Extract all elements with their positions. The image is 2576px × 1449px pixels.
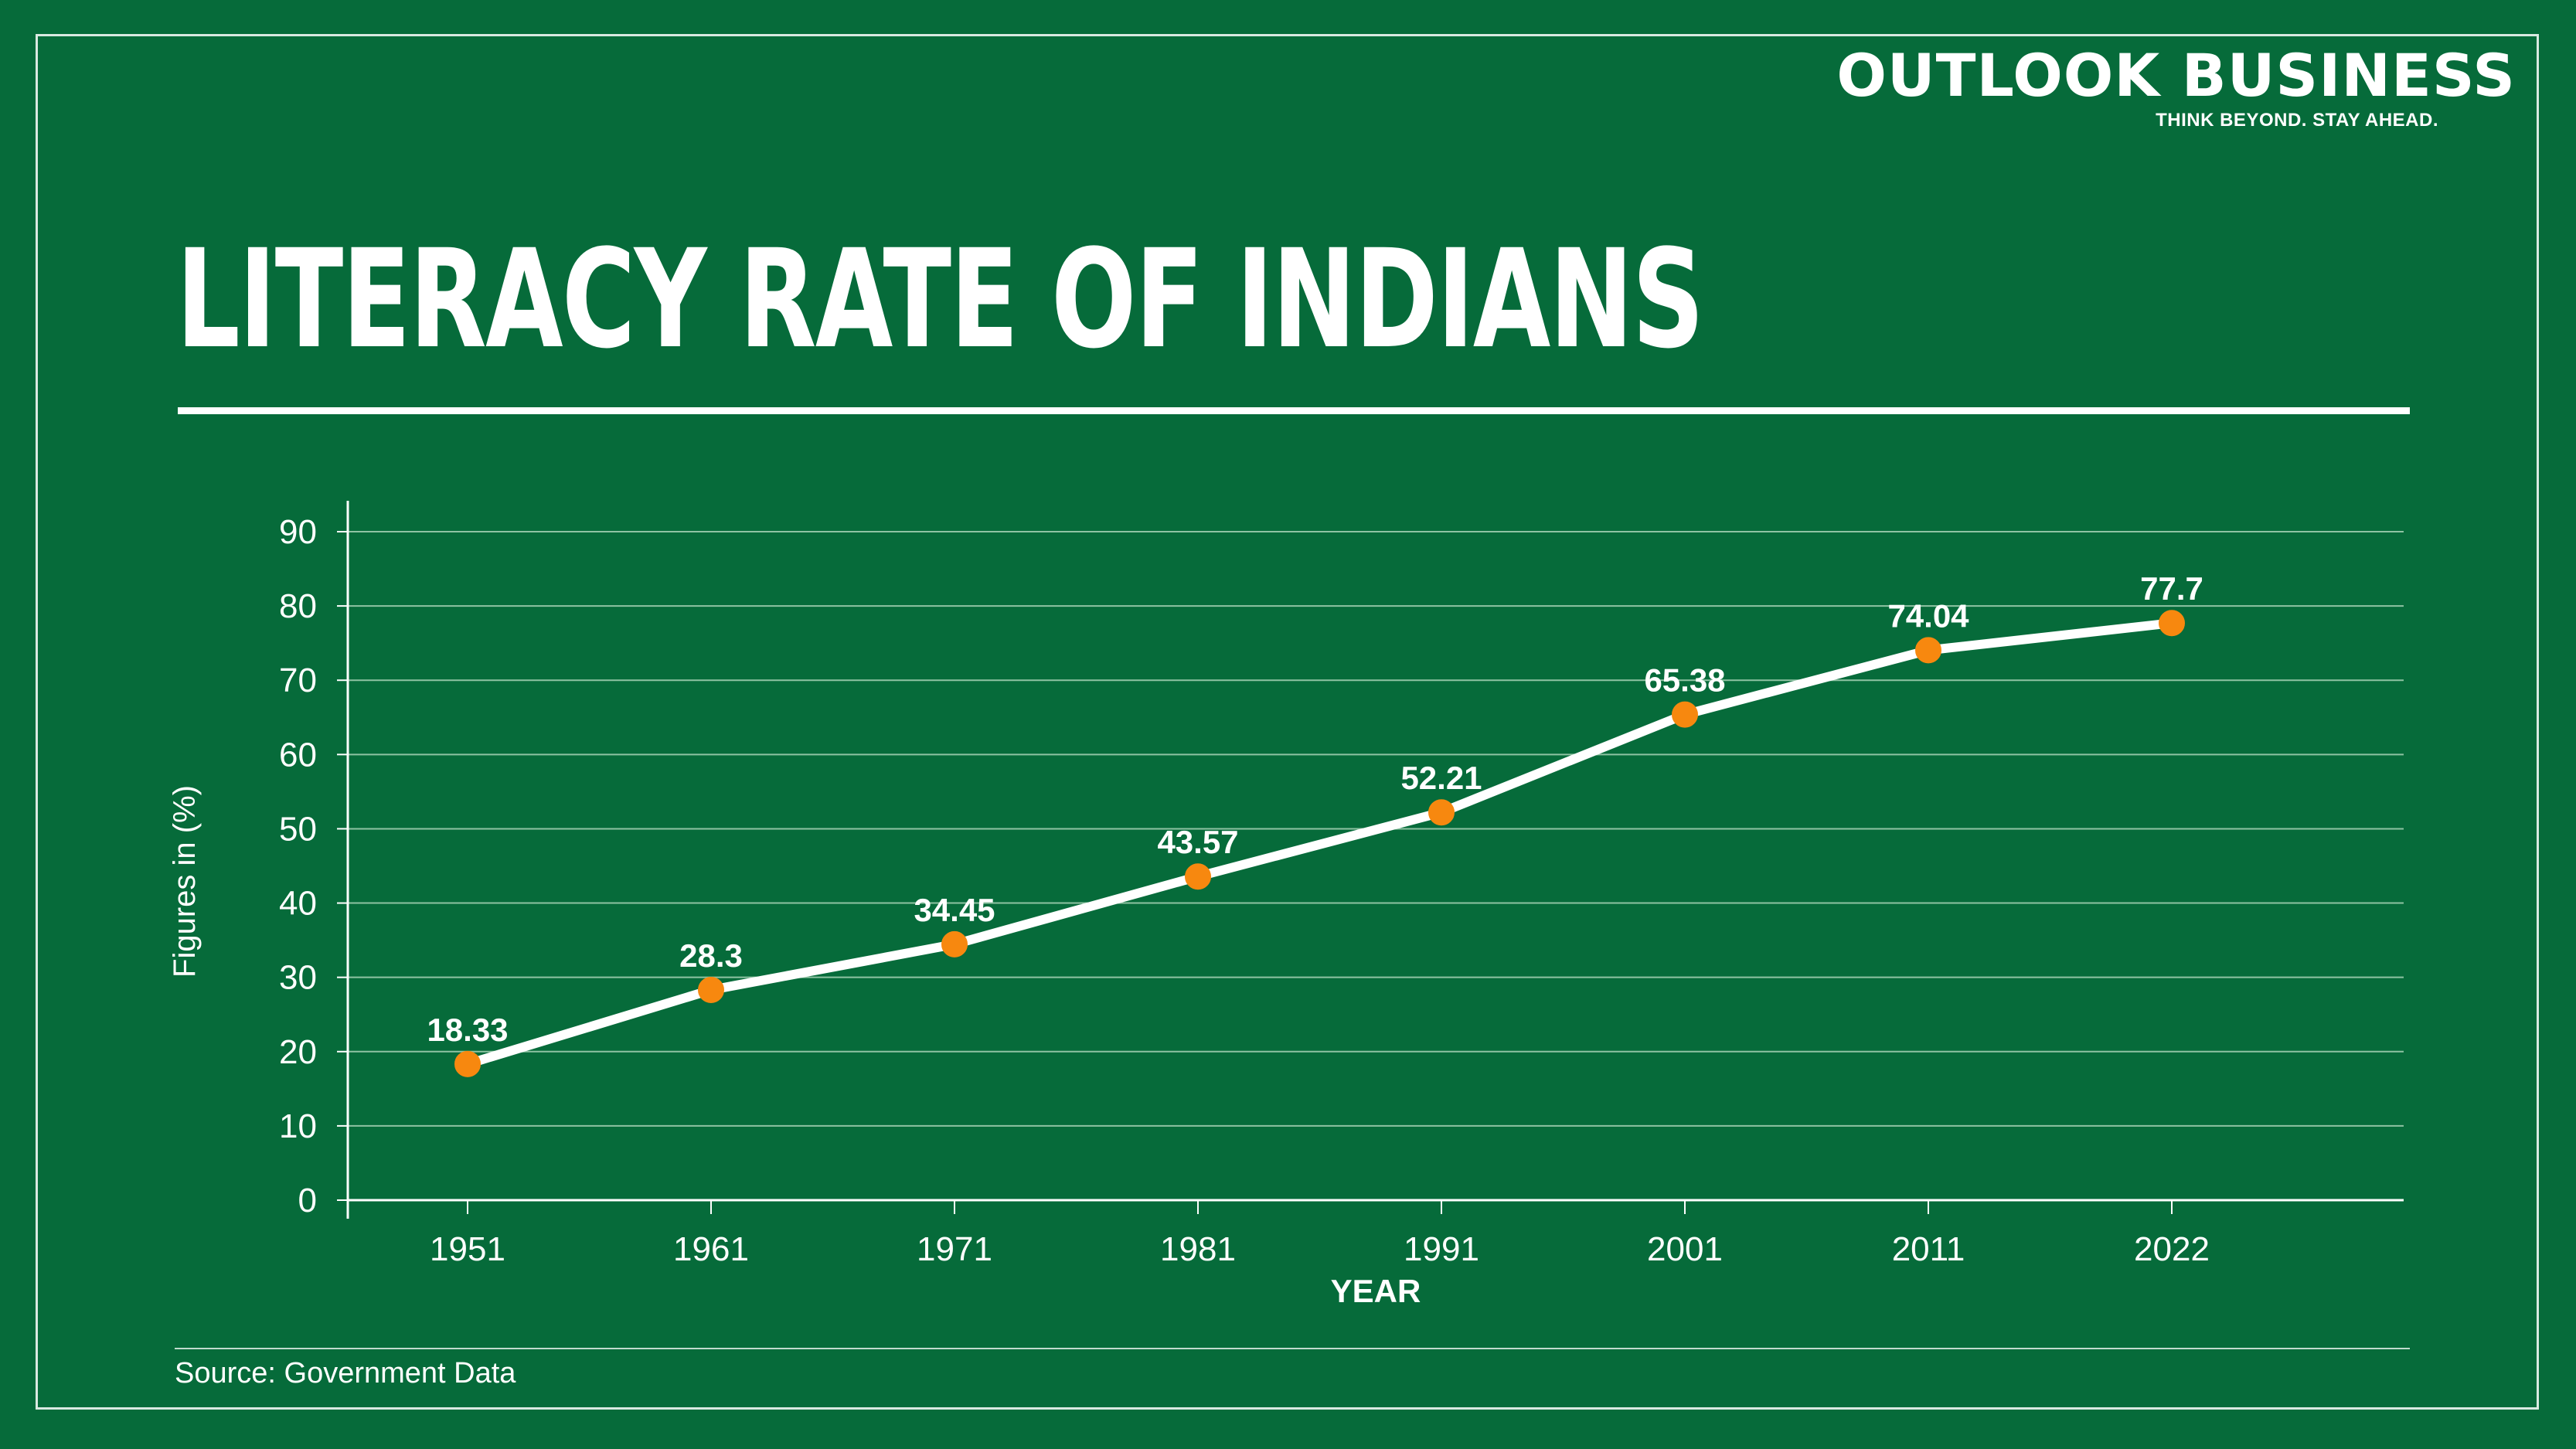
brand-name: OUTLOOK BUSINESS	[1836, 41, 2516, 110]
x-tick-label: 1961	[673, 1230, 749, 1268]
source-divider	[175, 1348, 2410, 1349]
x-tick-label: 1981	[1160, 1230, 1236, 1268]
series-line	[463, 618, 2176, 1069]
brand-tagline: THINK BEYOND. STAY AHEAD.	[2156, 110, 2438, 131]
data-label: 18.33	[427, 1012, 508, 1048]
y-tick-label: 10	[279, 1107, 317, 1145]
data-label: 65.38	[1644, 662, 1725, 699]
chart-title: LITERACY RATE OF INDIANS	[176, 220, 1704, 379]
x-tick-label: 1991	[1404, 1230, 1479, 1268]
y-tick-label: 20	[279, 1033, 317, 1071]
y-tick-label: 60	[279, 736, 317, 774]
data-point	[941, 930, 968, 957]
y-tick-labels: 0 10 20 30 40 50 60 70 80 90	[279, 513, 317, 1219]
data-label: 74.04	[1887, 597, 1969, 634]
y-tick-label: 90	[279, 513, 317, 551]
x-tick-label: 2022	[2134, 1230, 2210, 1268]
outer-frame	[36, 34, 2539, 1410]
y-tick-label: 70	[279, 662, 317, 699]
data-label: 28.3	[679, 937, 743, 974]
data-point	[698, 977, 724, 1004]
brand-logo: OUTLOOK BUSINESS THINK BEYOND. STAY AHEA…	[1836, 46, 2516, 131]
data-point	[1185, 863, 1211, 890]
x-tick-label: 1951	[430, 1230, 505, 1268]
x-tick-labels: 1951 1961 1971 1981 1991 2001 2011 2022	[430, 1230, 2210, 1268]
x-tick-label: 1971	[917, 1230, 992, 1268]
data-point	[454, 1050, 481, 1077]
y-tick-label: 0	[298, 1182, 317, 1219]
y-axis-title: Figures in (%)	[168, 785, 202, 978]
x-tick-label: 2011	[1892, 1230, 1965, 1268]
y-tick-label: 30	[279, 959, 317, 997]
grid-lines	[348, 531, 2404, 1127]
data-points	[454, 610, 2185, 1077]
data-labels: 18.33 28.3 34.45 43.57 52.21 65.38 74.04 77.7	[427, 570, 2203, 1048]
data-label: 34.45	[914, 892, 995, 928]
data-label: 52.21	[1400, 760, 1482, 796]
y-tick-label: 80	[279, 587, 317, 625]
x-axis-title: YEAR	[1331, 1273, 1421, 1309]
series-line	[463, 618, 2176, 1069]
data-point	[2159, 610, 2185, 637]
data-label: 77.7	[2140, 570, 2203, 607]
source-note: Source: Government Data	[175, 1357, 516, 1389]
axes	[337, 501, 2404, 1219]
data-label: 43.57	[1157, 824, 1238, 860]
data-point	[1915, 637, 1941, 664]
y-tick-label: 40	[279, 885, 317, 923]
title-divider	[178, 407, 2410, 414]
data-point	[1672, 701, 1698, 728]
y-tick-label: 50	[279, 810, 317, 848]
data-point	[1428, 799, 1455, 826]
x-tick-label: 2001	[1647, 1230, 1723, 1268]
